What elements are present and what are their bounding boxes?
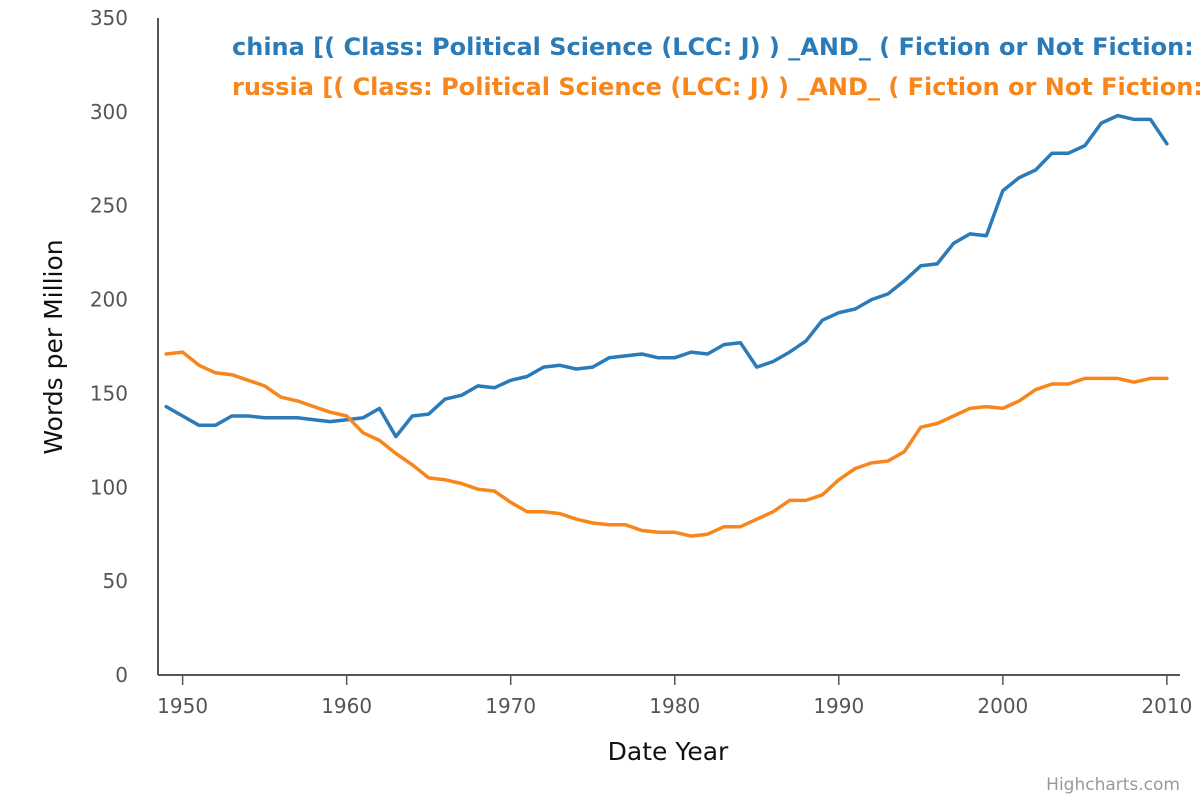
x-tick-label: 1950 xyxy=(157,694,208,718)
y-axis-ticks: 0 50 100 150 200 250 300 350 xyxy=(90,6,128,687)
x-tick-label: 1980 xyxy=(649,694,700,718)
y-tick-label: 300 xyxy=(90,100,128,124)
legend-item-china[interactable]: china [( Class: Political Science (LCC: … xyxy=(232,33,1200,61)
x-axis-ticks: 1950 1960 1970 1980 1990 2000 2010 xyxy=(157,675,1192,718)
legend-item-russia[interactable]: russia [( Class: Political Science (LCC:… xyxy=(232,73,1200,101)
series-line-russia[interactable] xyxy=(164,350,1169,538)
x-tick-label: 2010 xyxy=(1141,694,1192,718)
y-tick-label: 200 xyxy=(90,288,128,312)
legend: china [( Class: Political Science (LCC: … xyxy=(232,33,1200,101)
y-axis-title: Words per Million xyxy=(39,239,68,454)
x-tick-label: 2000 xyxy=(977,694,1028,718)
y-tick-label: 250 xyxy=(90,194,128,218)
x-tick-label: 1960 xyxy=(321,694,372,718)
series-line-china[interactable] xyxy=(164,113,1169,439)
y-tick-label: 0 xyxy=(115,663,128,687)
x-tick-label: 1970 xyxy=(485,694,536,718)
y-tick-label: 150 xyxy=(90,381,128,405)
x-tick-label: 1990 xyxy=(813,694,864,718)
y-tick-label: 50 xyxy=(103,569,128,593)
y-tick-label: 350 xyxy=(90,6,128,30)
credits-link[interactable]: Highcharts.com xyxy=(1046,775,1180,795)
x-axis-title: Date Year xyxy=(608,737,729,766)
y-tick-label: 100 xyxy=(90,475,128,499)
series-lines xyxy=(164,113,1169,538)
